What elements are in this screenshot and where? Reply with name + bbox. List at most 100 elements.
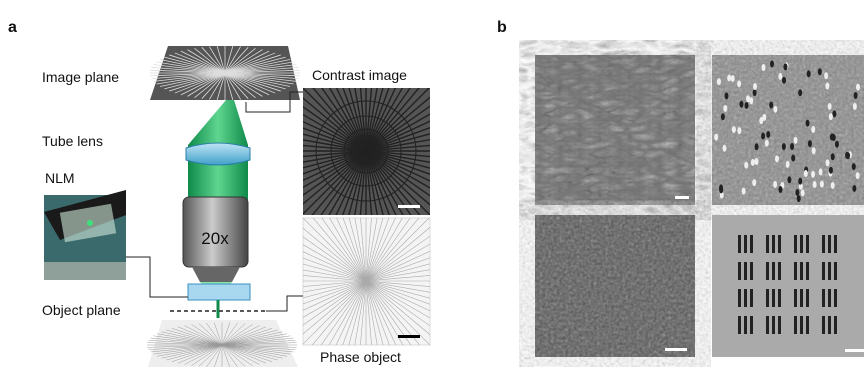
panel-label: a [8,19,17,36]
cell [791,155,795,162]
bar [794,316,797,334]
cell [831,153,835,160]
cell [727,74,731,81]
cell [769,102,773,109]
nlm-photo [44,262,126,280]
bar [806,235,809,253]
bar [822,235,825,253]
cell [753,83,757,90]
cell [723,105,727,112]
bar [766,289,769,307]
cell [719,186,723,193]
bar [800,235,803,253]
cell [811,171,815,178]
cell [830,133,834,140]
cell [828,103,832,110]
cell [811,126,815,133]
cell [808,140,812,147]
bar [750,289,753,307]
bar [750,262,753,280]
page: a b Image plane Tube lens 20x Object pla… [0,0,864,367]
cell [731,75,735,82]
cell [852,163,856,170]
cell [807,70,811,77]
cell [761,64,765,71]
label: NLM [45,170,75,186]
bar [828,316,831,334]
bar [738,316,741,334]
cell [783,63,787,70]
cell [818,68,822,75]
cell [813,181,817,188]
bar [778,235,781,253]
cell [737,127,741,134]
bar [828,235,831,253]
cell [798,178,802,185]
label: Phase object [320,349,401,365]
cell [732,126,736,133]
bar [806,316,809,334]
cell [761,132,765,139]
cell [820,181,824,188]
cell [856,84,860,91]
bar [800,289,803,307]
cell [854,92,858,99]
cell [722,145,726,152]
cell [717,78,721,85]
cell [853,103,857,110]
scale-bar [845,349,864,352]
cell [832,110,836,117]
cell [835,141,839,148]
bar [772,289,775,307]
scale-bar [675,196,689,199]
cell [829,113,833,120]
label: Image plane [42,69,119,85]
bar [744,262,747,280]
bar [766,235,769,253]
cell [744,162,748,169]
bar [772,262,775,280]
connector [126,257,188,297]
panel-label: b [497,19,507,36]
bar [834,262,837,280]
bar [738,235,741,253]
bar [828,289,831,307]
cell [856,172,860,179]
cell [790,143,794,150]
cell [778,186,782,193]
tube-lens [186,143,250,165]
bar [766,262,769,280]
cell [852,185,856,192]
bar [834,235,837,253]
bar [794,262,797,280]
cell [775,155,779,162]
sample-plate [188,284,250,300]
cell [819,168,823,175]
cell [752,179,756,186]
bar [772,235,775,253]
cell [737,80,741,87]
cell [773,106,777,113]
cell [755,143,759,150]
cell [742,188,746,195]
bar [744,289,747,307]
bar [834,316,837,334]
cell [782,143,786,150]
bar [794,289,797,307]
bar [822,262,825,280]
cell [787,176,791,183]
cell [794,137,798,144]
bar [822,289,825,307]
cell [745,102,749,109]
label: Object plane [42,302,121,318]
micrograph [535,55,695,205]
figure: a b Image plane Tube lens 20x Object pla… [0,0,864,367]
cell [797,195,801,202]
cell [721,113,725,120]
bar [822,316,825,334]
scale-bar [398,205,420,208]
cell [786,161,790,168]
objective-label: 20x [201,229,229,248]
bar [778,262,781,280]
cell [754,158,758,165]
